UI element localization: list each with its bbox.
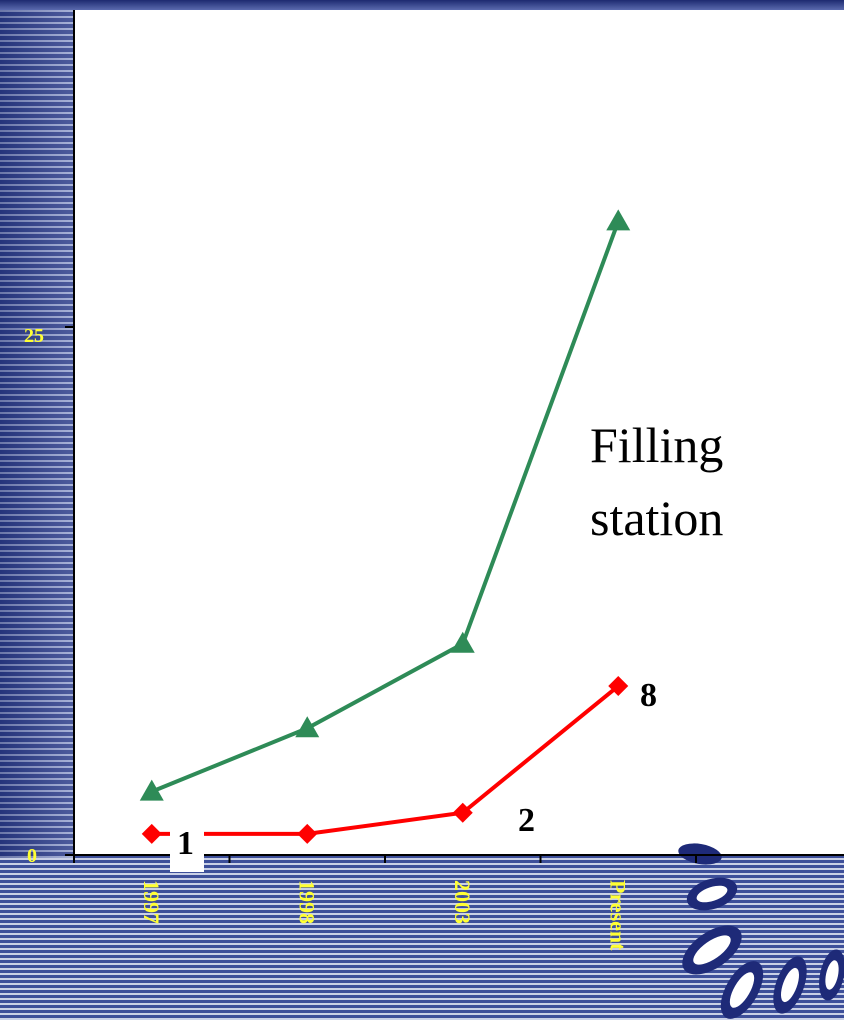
leaf-logo-icon — [678, 843, 844, 1019]
series-0-point-1998 — [295, 716, 320, 738]
x-tick-label-1998: 1998 — [294, 880, 319, 924]
data-label-2: 2 — [518, 802, 535, 839]
x-tick-label-2003: 2003 — [450, 880, 475, 924]
series-layer — [139, 209, 631, 844]
plot-area — [74, 10, 844, 855]
series-0-point-2003 — [450, 631, 475, 653]
series-label-filling: Filling — [590, 417, 723, 473]
x-tick-labels: 1997 1998 2003 Present — [139, 880, 631, 951]
y-tick-label-0: 0 — [27, 845, 37, 867]
series-line-0 — [150, 220, 621, 794]
series-1-point-1997 — [141, 823, 162, 844]
series-line-1 — [151, 684, 620, 836]
data-label-8: 8 — [640, 677, 657, 714]
series-0-point-1997 — [139, 779, 164, 801]
y-tick-label-25: 25 — [24, 325, 44, 347]
left-decor-bar — [0, 0, 74, 858]
series-1-point-1998 — [297, 823, 318, 844]
series-1-point-2003 — [452, 802, 473, 823]
x-tick-label-1997: 1997 — [139, 880, 164, 924]
series-0-point-present — [606, 209, 631, 231]
series-1-point-present — [608, 676, 629, 697]
x-tick-marks — [73, 855, 697, 863]
x-tick-label-present: Present — [605, 880, 630, 951]
top-decor-edge — [0, 0, 844, 10]
data-label-1: 1 — [177, 825, 194, 862]
series-label-station: station — [590, 490, 723, 546]
label-box — [170, 822, 204, 872]
